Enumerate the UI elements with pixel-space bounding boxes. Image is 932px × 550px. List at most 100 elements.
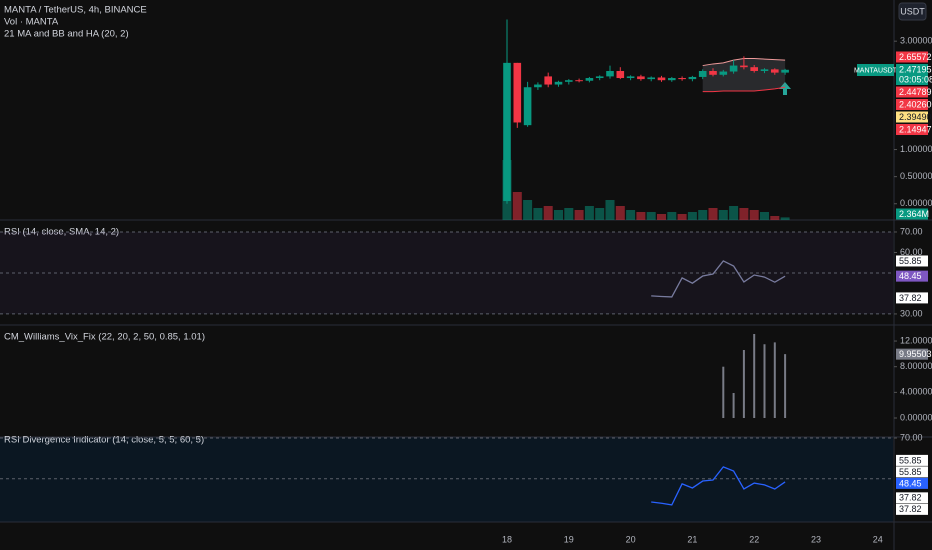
volume-bar xyxy=(554,210,563,220)
ticker: MANTAUSDT xyxy=(854,67,898,74)
candle-body xyxy=(729,65,738,72)
volume-bar xyxy=(564,208,574,220)
bb-fill xyxy=(702,58,786,92)
candle-body xyxy=(534,84,542,88)
symbol: MANTA / TetherUS, 4h, BINANCE xyxy=(4,5,147,16)
volume-bar xyxy=(543,206,553,220)
candle-body xyxy=(678,78,686,80)
price-tag xyxy=(896,51,928,63)
volume-bar xyxy=(584,206,594,220)
vix-title: CM_Williams_Vix_Fix (22, 20, 2, 50, 0.85… xyxy=(4,332,205,343)
divergence-bg xyxy=(0,437,893,522)
x-tick-label: 22 xyxy=(749,534,759,544)
candle-body xyxy=(657,77,666,81)
volume-bar xyxy=(780,217,790,220)
price-tag xyxy=(896,86,928,98)
price-tag xyxy=(896,111,928,123)
value-tag xyxy=(896,255,928,267)
candle-body xyxy=(554,81,563,85)
volume-bar xyxy=(667,212,677,220)
price-tag-label: 2.65572 xyxy=(899,52,932,62)
candle-body xyxy=(503,62,511,202)
y-tick-label: 0.50000 xyxy=(900,171,932,181)
value-tag xyxy=(896,503,928,515)
value-tag xyxy=(896,466,928,478)
value-tag-label: 48.45 xyxy=(899,478,922,488)
divergence-title: RSI Divergence Indicator (14, close, 5, … xyxy=(4,435,204,446)
candle-body xyxy=(606,70,614,77)
indicator-title: 21 MA and BB and HA (20, 2) xyxy=(4,29,129,40)
volume-bar xyxy=(533,208,543,220)
volume-tag xyxy=(896,208,928,220)
x-tick-label: 24 xyxy=(873,534,883,544)
y-tick-label: 4.00000 xyxy=(900,387,932,397)
currency-button[interactable] xyxy=(898,2,927,21)
x-tick-label: 19 xyxy=(564,534,574,544)
candle-body xyxy=(513,62,522,123)
volume-bar xyxy=(770,216,780,220)
volume-bar xyxy=(708,208,718,220)
value-tag-label: 48.45 xyxy=(899,271,922,281)
ticker-tag xyxy=(857,64,894,76)
volume-bar xyxy=(687,212,697,220)
value-tag-label: 55.85 xyxy=(899,256,922,266)
volume-bar xyxy=(646,212,656,220)
volume-tag-label: 2.364M xyxy=(899,209,929,219)
value-tag xyxy=(896,292,928,304)
volume-bar xyxy=(729,206,739,220)
y-tick-label: 30.00 xyxy=(900,308,923,318)
price-tag-label: 2.14947 xyxy=(899,124,932,134)
candle-body xyxy=(595,76,604,79)
candle-body xyxy=(668,78,676,81)
y-tick-label: 0.00000 xyxy=(900,412,932,422)
candle-body xyxy=(565,80,573,82)
price-tag xyxy=(896,64,928,85)
x-tick-label: 20 xyxy=(626,534,636,544)
volume-bar xyxy=(739,208,749,220)
volume-bar xyxy=(636,212,646,220)
candle-body xyxy=(575,80,583,82)
y-tick-label: 3.00000 xyxy=(900,36,932,46)
currency[interactable]: USDT xyxy=(900,6,925,16)
candle-body xyxy=(698,70,707,77)
value-tag-label: 37.82 xyxy=(899,504,922,514)
y-tick-label: 0.00000 xyxy=(900,198,932,208)
value-tag-label: 55.85 xyxy=(899,455,922,465)
indicator-line xyxy=(651,260,786,298)
volume-title: Vol · MANTA xyxy=(4,17,59,28)
y-tick-label: 1.00000 xyxy=(900,144,932,154)
candle-body xyxy=(544,76,552,85)
price-tag-label: 2.39490 xyxy=(899,112,932,122)
volume-bar xyxy=(595,208,605,220)
volume-bar xyxy=(574,210,584,220)
volume-bar xyxy=(677,214,687,220)
value-tag xyxy=(896,270,928,282)
candle-body xyxy=(709,70,717,75)
candle-body xyxy=(647,77,655,80)
volume-bar xyxy=(626,210,636,220)
price-tag-label: 2.44789 xyxy=(899,87,932,97)
volume-bar xyxy=(615,206,625,220)
x-tick-label: 18 xyxy=(502,534,512,544)
x-tick-label: 21 xyxy=(687,534,697,544)
value-tag-label: 37.82 xyxy=(899,493,922,503)
volume-bar xyxy=(605,200,615,220)
x-tick-label: 23 xyxy=(811,534,821,544)
candle-body xyxy=(740,65,748,68)
indicator-line xyxy=(651,466,786,506)
y-tick-label: 70.00 xyxy=(900,432,923,442)
y-tick-label: 70.00 xyxy=(900,226,923,236)
value-tag xyxy=(896,454,928,466)
value-tag xyxy=(896,477,928,489)
countdown: 03:05:08 xyxy=(899,74,932,84)
signal-arrow xyxy=(779,82,791,95)
volume-bar xyxy=(718,210,728,220)
candle-body xyxy=(719,71,728,75)
volume-bar xyxy=(749,210,759,220)
candle-body xyxy=(585,78,594,81)
y-tick-label: 60.00 xyxy=(900,247,923,257)
bb-line xyxy=(702,86,786,93)
candle-body xyxy=(523,87,532,126)
price-tag xyxy=(896,99,928,110)
